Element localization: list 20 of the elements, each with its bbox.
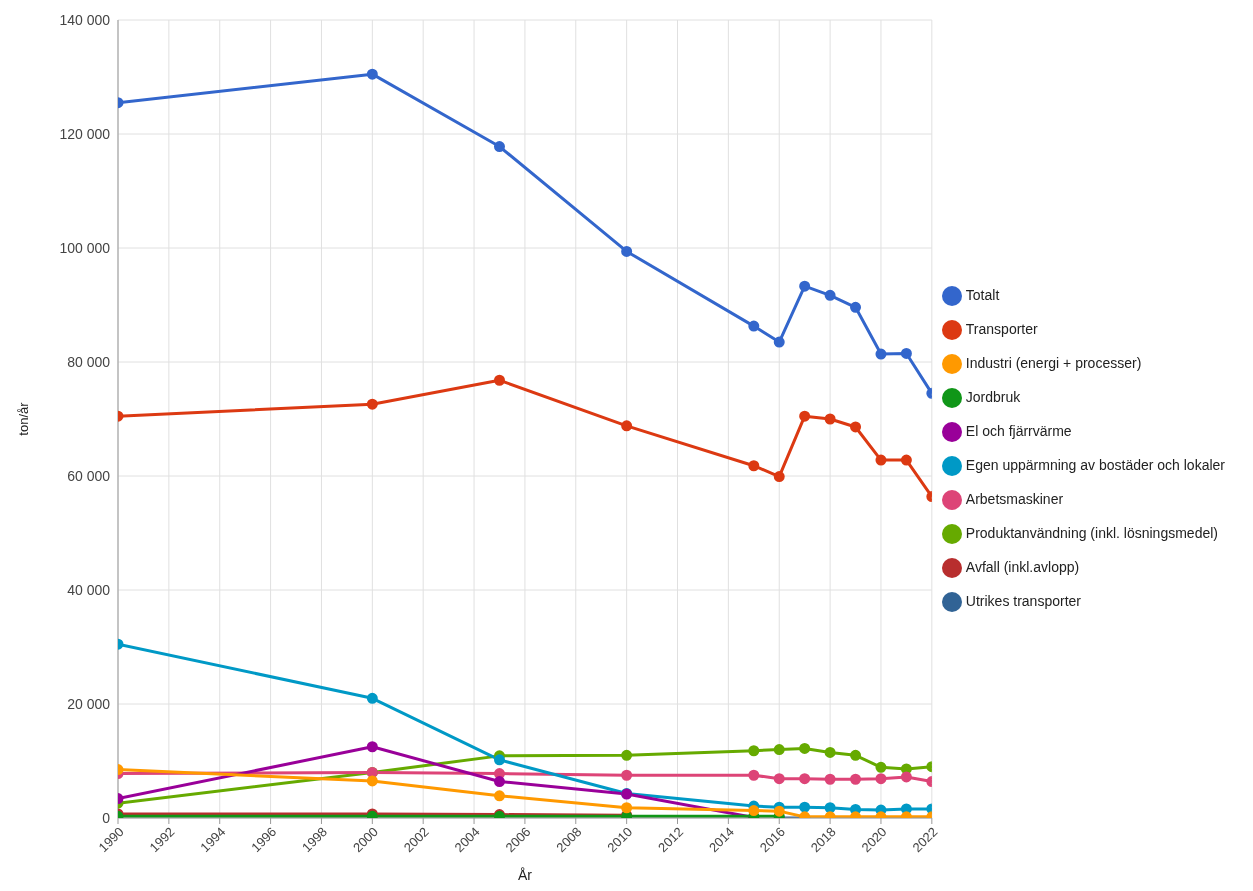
x-axis-title: År xyxy=(517,867,533,883)
legend-label: Industri (energi + processer) xyxy=(965,355,1142,371)
y-tick-label: 20 000 xyxy=(67,695,111,712)
legend-label: Jordbruk xyxy=(965,389,1021,405)
legend-label: Totalt xyxy=(965,287,1000,303)
y-axis-title: ton/år xyxy=(15,401,31,436)
legend-label: Avfall (inkl.avlopp) xyxy=(965,559,1080,575)
legend-label: Utrikes transporter xyxy=(965,593,1081,609)
y-tick-label: 80 000 xyxy=(67,353,111,370)
y-tick-label: 100 000 xyxy=(59,239,111,256)
y-tick-label: 140 000 xyxy=(59,11,111,28)
y-tick-label: 120 000 xyxy=(59,125,111,142)
y-tick-label: 60 000 xyxy=(67,467,111,484)
legend-label: Arbetsmaskiner xyxy=(965,491,1064,507)
legend-label: Produktanvändning (inkl. lösningsmedel) xyxy=(965,525,1218,541)
legend-label: El och fjärrvärme xyxy=(965,423,1072,439)
y-tick-label: 0 xyxy=(102,809,111,826)
legend-label: Egen uppärmning av bostäder och lokaler xyxy=(965,457,1225,473)
y-tick-label: 40 000 xyxy=(67,581,111,598)
legend-label: Transporter xyxy=(965,321,1038,337)
